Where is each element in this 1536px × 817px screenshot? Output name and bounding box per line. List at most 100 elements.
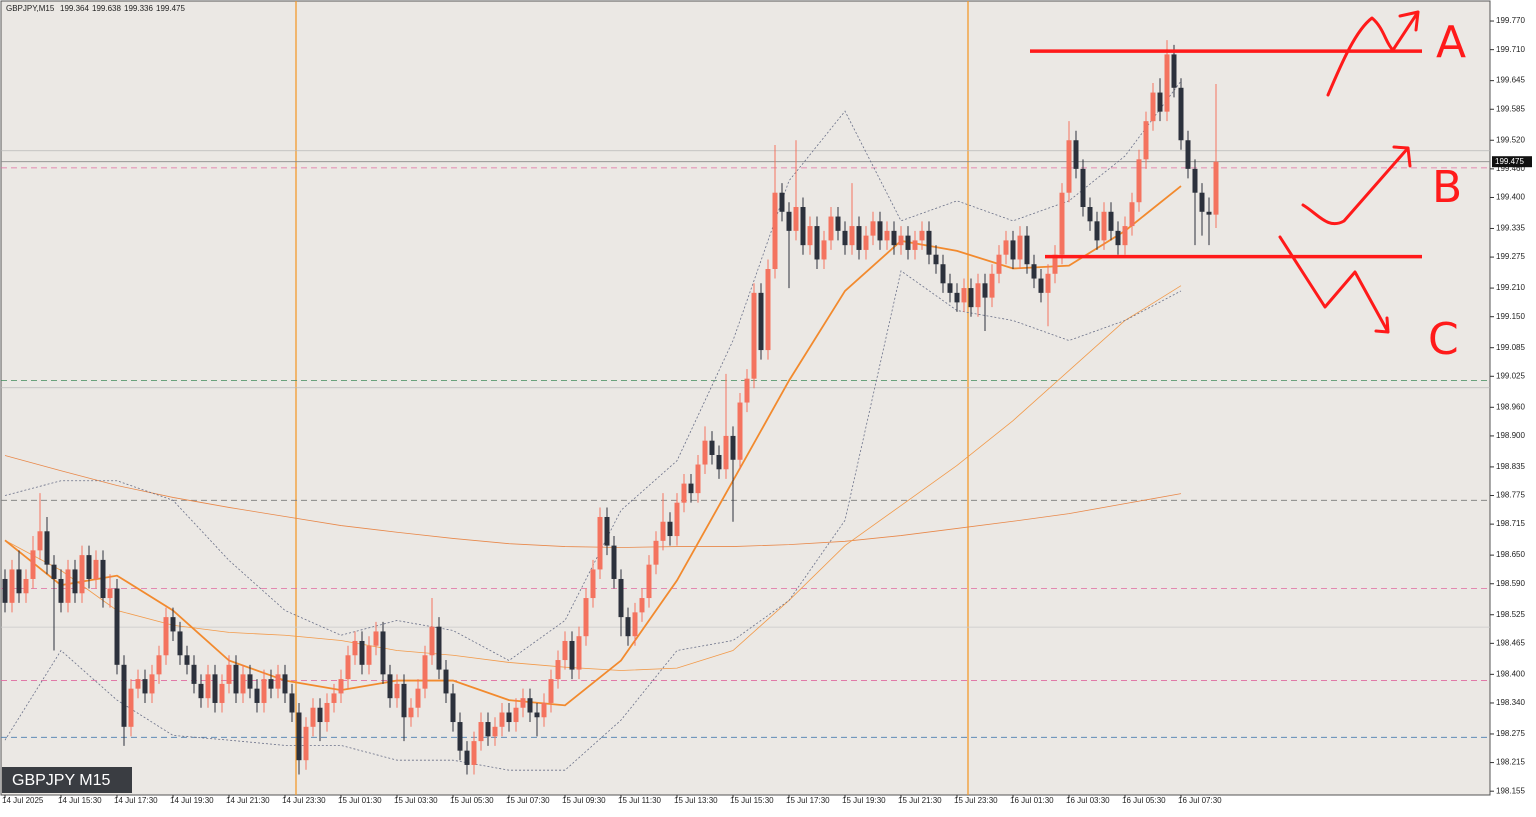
candle-body <box>807 226 813 246</box>
candle-body <box>492 726 498 737</box>
candle-body <box>898 235 904 246</box>
candle-body <box>961 288 967 303</box>
candle-body <box>30 550 36 579</box>
candle-body <box>695 464 701 494</box>
candle-body <box>478 722 484 742</box>
candle-body <box>863 235 869 250</box>
candle-body <box>163 617 169 656</box>
candle-body <box>1185 140 1191 169</box>
y-tick-label: 199.210 <box>1496 283 1525 292</box>
x-tick-label: 15 Jul 11:30 <box>618 796 662 805</box>
candle-body <box>142 679 148 694</box>
candle-body <box>555 660 561 680</box>
indicator-line <box>4 185 1182 707</box>
candle-body <box>1199 192 1205 212</box>
y-tick-label: 198.900 <box>1496 431 1525 440</box>
x-tick-label: 14 Jul 23:30 <box>282 796 326 805</box>
candle-body <box>709 440 715 455</box>
candle-body <box>226 664 232 684</box>
candle-body <box>1108 211 1114 231</box>
y-tick-label: 199.520 <box>1496 135 1525 144</box>
candle-body <box>387 674 393 699</box>
candle-body <box>135 679 141 689</box>
candle-body <box>1017 235 1023 260</box>
candle-body <box>1178 87 1184 141</box>
candle-body <box>499 712 505 727</box>
candle-body <box>590 569 596 599</box>
candle-body <box>520 698 526 708</box>
candle-body <box>1192 168 1198 193</box>
candle-body <box>737 402 743 460</box>
candle-body <box>72 569 78 594</box>
candle-body <box>317 707 323 723</box>
candle-body <box>842 230 848 246</box>
y-tick-label: 198.275 <box>1496 729 1525 738</box>
header-low: 199.336 <box>124 4 153 13</box>
x-tick-label: 15 Jul 05:30 <box>450 796 494 805</box>
x-tick-label: 14 Jul 21:30 <box>226 796 270 805</box>
x-tick-label: 16 Jul 07:30 <box>1178 796 1222 805</box>
y-tick-label: 198.155 <box>1496 786 1525 795</box>
candle-body <box>723 435 729 470</box>
candle-body <box>1010 240 1016 260</box>
candle-body <box>86 555 92 579</box>
y-tick-label: 199.400 <box>1496 193 1525 202</box>
candle-body <box>296 712 302 761</box>
header-close: 199.475 <box>156 4 185 13</box>
y-tick-label: 198.775 <box>1496 491 1525 500</box>
candle-body <box>1066 140 1072 193</box>
candle-body <box>716 454 722 470</box>
y-tick-label: 199.710 <box>1496 45 1525 54</box>
candle-body <box>44 531 50 565</box>
candle-body <box>1045 273 1051 293</box>
candle-body <box>674 502 680 537</box>
candle-body <box>1003 240 1009 255</box>
candle-body <box>9 569 15 603</box>
candle-body <box>282 674 288 694</box>
candle-body <box>394 683 400 699</box>
y-tick-label: 199.335 <box>1496 224 1525 233</box>
y-tick-label: 198.465 <box>1496 638 1525 647</box>
candle-body <box>681 483 687 503</box>
candle-body <box>933 254 939 265</box>
candle-body <box>100 559 106 599</box>
badge: GBPJPY M15 <box>12 772 111 789</box>
candle-body <box>814 226 820 260</box>
candles <box>2 40 1219 775</box>
candle-body <box>23 578 29 594</box>
indicator-line <box>4 455 1182 548</box>
indicator-line <box>4 285 1182 671</box>
y-tick-label: 198.525 <box>1496 610 1525 619</box>
candle-body <box>702 440 708 465</box>
candle-body <box>786 211 792 231</box>
candle-body <box>436 626 442 670</box>
candle-body <box>177 631 183 656</box>
annotation: C <box>1428 314 1459 365</box>
candle-body <box>870 221 876 236</box>
candle-body <box>1150 92 1156 122</box>
candle-body <box>233 664 239 694</box>
candle-body <box>485 722 491 737</box>
x-tick-label: 16 Jul 03:30 <box>1066 796 1110 805</box>
candle-body <box>1171 54 1177 88</box>
candle-body <box>625 617 631 637</box>
candle-body <box>1024 235 1030 265</box>
candle-body <box>905 235 911 250</box>
candle-body <box>912 240 918 250</box>
candle-body <box>338 679 344 694</box>
candle-body <box>289 693 295 713</box>
candle-body <box>121 664 127 727</box>
candle-body <box>170 617 176 632</box>
y-tick-label: 199.770 <box>1496 16 1525 25</box>
candle-body <box>1157 92 1163 112</box>
candle-body <box>1143 121 1149 160</box>
arrow-c <box>1278 235 1390 334</box>
candle-body <box>576 636 582 670</box>
x-tick-label: 15 Jul 13:30 <box>674 796 718 805</box>
candle-body <box>744 378 750 403</box>
y-tick-label: 198.590 <box>1496 579 1525 588</box>
candle-body <box>331 693 337 703</box>
candle-body <box>793 207 799 231</box>
candle-body <box>583 598 589 637</box>
